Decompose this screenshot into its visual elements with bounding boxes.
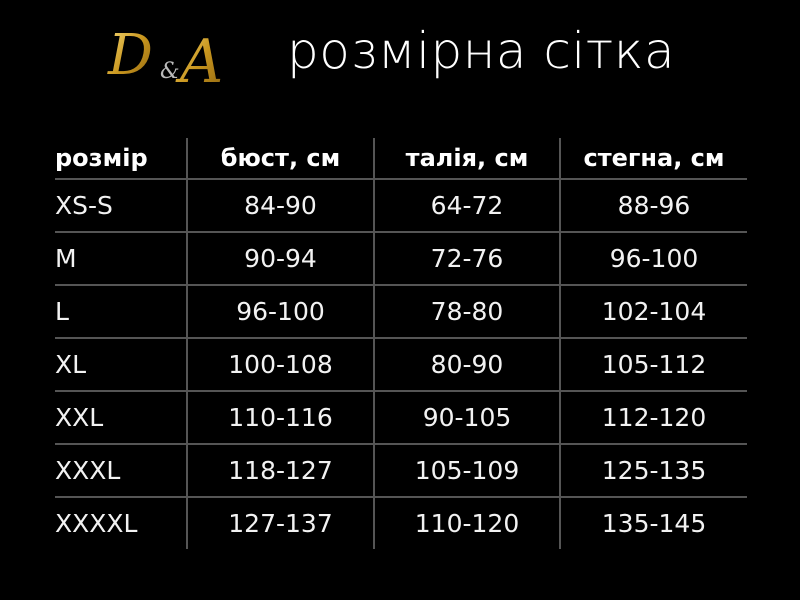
cell-hips: 125-135: [559, 444, 747, 498]
cell-hips: 112-120: [559, 391, 747, 445]
table-row: XXXL 118-127 105-109 125-135: [55, 444, 747, 498]
header-waist: талія, см: [373, 138, 560, 180]
table-row: M 90-94 72-76 96-100: [55, 232, 747, 286]
table-row: XS-S 84-90 64-72 88-96: [55, 179, 747, 233]
cell-hips: 102-104: [559, 285, 747, 339]
cell-hips: 88-96: [559, 179, 747, 233]
cell-waist: 72-76: [373, 232, 560, 286]
cell-waist: 105-109: [373, 444, 560, 498]
cell-waist: 78-80: [373, 285, 560, 339]
cell-bust: 118-127: [186, 444, 374, 498]
svg-text:D: D: [107, 23, 153, 88]
header-size: розмір: [55, 138, 187, 180]
cell-size: L: [55, 285, 187, 339]
cell-waist: 90-105: [373, 391, 560, 445]
cell-bust: 127-137: [186, 497, 374, 549]
cell-bust: 96-100: [186, 285, 374, 339]
cell-bust: 84-90: [186, 179, 374, 233]
table-row: XXL 110-116 90-105 112-120: [55, 391, 747, 445]
cell-hips: 135-145: [559, 497, 747, 549]
cell-waist: 80-90: [373, 338, 560, 392]
table-row: XXXXL 127-137 110-120 135-145: [55, 497, 747, 549]
cell-size: XS-S: [55, 179, 187, 233]
page-title: розмірна сітка: [287, 22, 676, 80]
cell-size: M: [55, 232, 187, 286]
header-bust: бюст, см: [186, 138, 374, 180]
cell-waist: 64-72: [373, 179, 560, 233]
cell-size: XXXL: [55, 444, 187, 498]
cell-waist: 110-120: [373, 497, 560, 549]
svg-text:&: &: [160, 59, 180, 84]
cell-size: XL: [55, 338, 187, 392]
cell-size: XXL: [55, 391, 187, 445]
table-header-row: розмір бюст, см талія, см стегна, см: [55, 138, 747, 180]
header-hips: стегна, см: [559, 138, 747, 180]
table-row: XL 100-108 80-90 105-112: [55, 338, 747, 392]
size-chart-table: розмір бюст, см талія, см стегна, см XS-…: [55, 138, 747, 549]
svg-text:A: A: [175, 27, 223, 96]
cell-bust: 100-108: [186, 338, 374, 392]
cell-bust: 90-94: [186, 232, 374, 286]
cell-size: XXXXL: [55, 509, 138, 538]
cell-hips: 96-100: [559, 232, 747, 286]
brand-logo: D & A: [107, 23, 223, 96]
table-row: L 96-100 78-80 102-104: [55, 285, 747, 339]
cell-bust: 110-116: [186, 391, 374, 445]
cell-hips: 105-112: [559, 338, 747, 392]
